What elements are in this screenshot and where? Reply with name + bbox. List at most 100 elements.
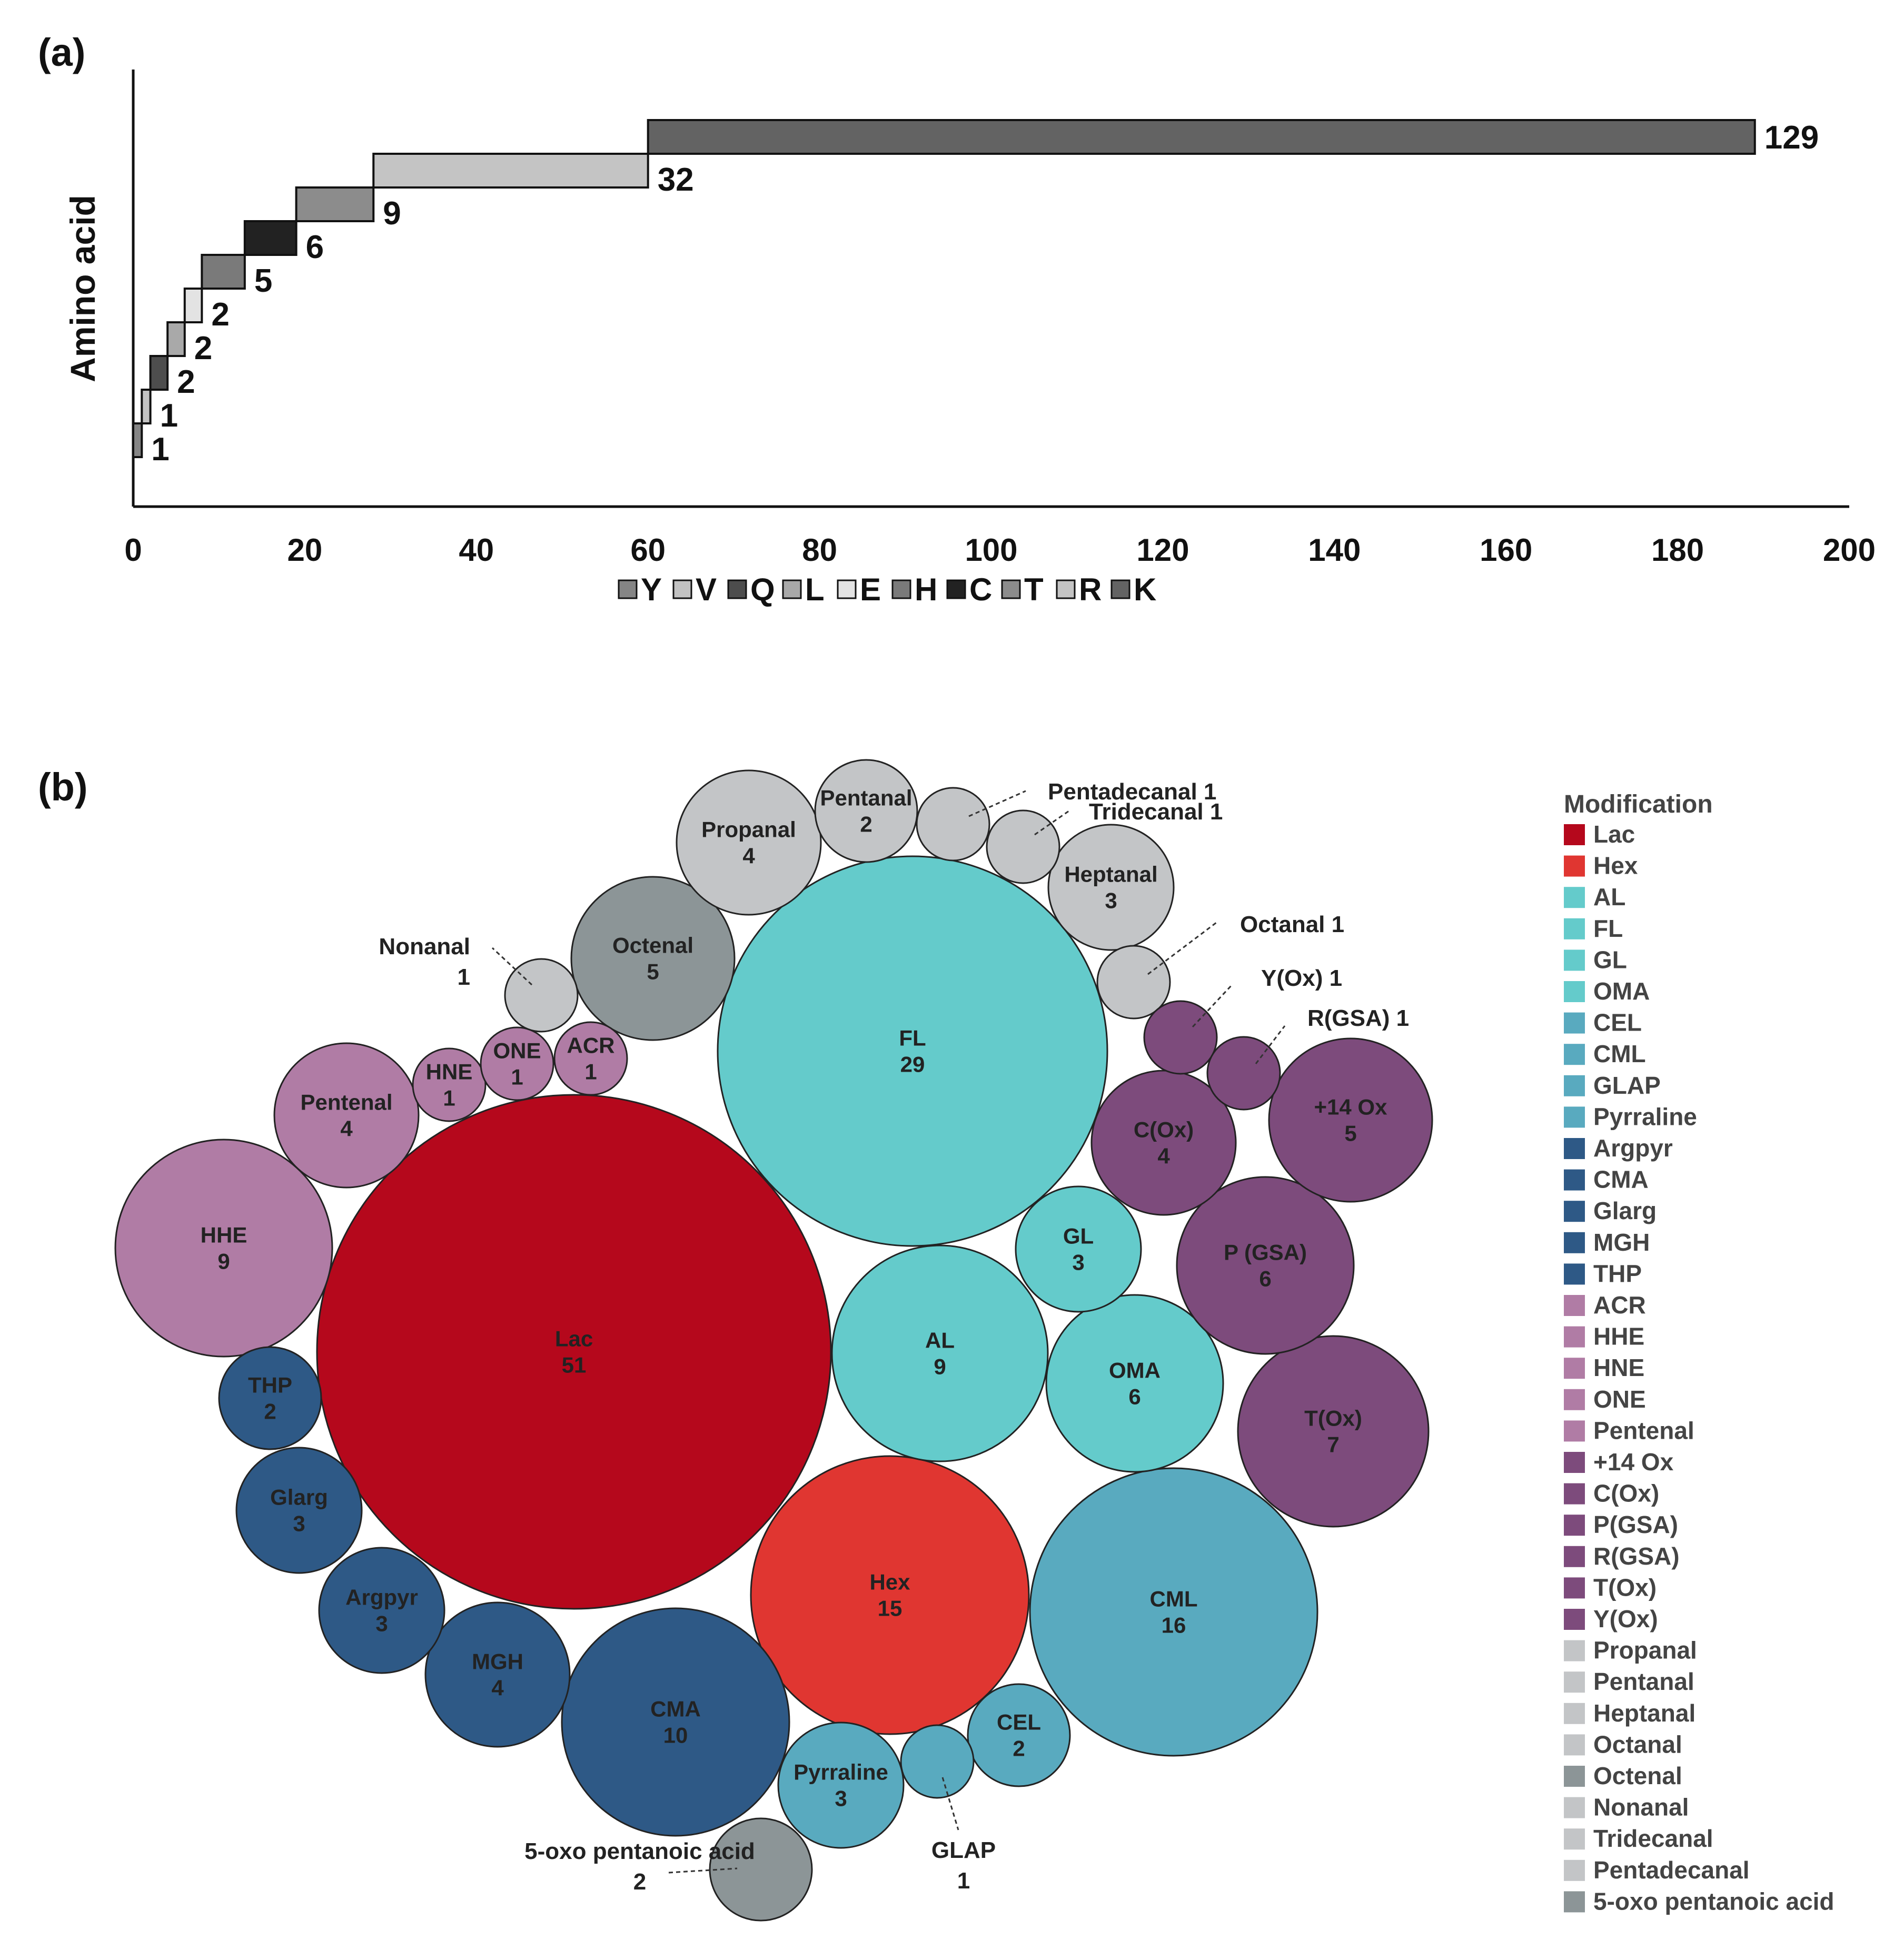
bubble-label-gl-name: GL bbox=[1063, 1224, 1094, 1249]
bubble-label-al-name: AL bbox=[925, 1328, 955, 1353]
callout-label-5-oxo-pentanoic-acid: 5-oxo pentanoic acid bbox=[524, 1838, 755, 1864]
legend-swatch-q bbox=[727, 579, 747, 599]
bubble-thp bbox=[218, 1346, 322, 1450]
legend-swatch-cml bbox=[1564, 1044, 1585, 1065]
bar-c bbox=[243, 220, 298, 256]
legend-label-octenal: Octenal bbox=[1593, 1762, 1682, 1789]
legend-swatch-pentenal bbox=[1564, 1420, 1585, 1442]
bubble-label-heptanal-name: Heptanal bbox=[1064, 862, 1157, 887]
bubble-tridecanal bbox=[986, 809, 1060, 884]
callout-leader-r-gsa bbox=[1255, 1025, 1286, 1064]
legend-swatch-one bbox=[1564, 1389, 1585, 1410]
legend-swatch-fl bbox=[1564, 918, 1585, 939]
bubble-label-14-ox-name: +14 Ox bbox=[1314, 1095, 1388, 1120]
legend-swatch-c-ox bbox=[1564, 1483, 1585, 1505]
x-tick-label-0: 0 bbox=[124, 532, 142, 568]
bubble-y-ox bbox=[1143, 1000, 1218, 1075]
x-tick-label-20: 20 bbox=[287, 532, 323, 568]
legend-title: Modification bbox=[1564, 790, 1713, 818]
legend-swatch-oma bbox=[1564, 981, 1585, 1002]
bubble-nonanal bbox=[504, 958, 579, 1033]
callout-label-pentadecanal: Pentadecanal 1 bbox=[1048, 779, 1216, 805]
bubble-label-hhe-value: 9 bbox=[217, 1249, 230, 1274]
bar-v bbox=[141, 389, 152, 424]
bar-label-h: 5 bbox=[254, 263, 272, 299]
legend-label-l: L bbox=[805, 572, 825, 607]
x-tick-label-40: 40 bbox=[459, 532, 494, 568]
panel-b-label: (b) bbox=[38, 765, 88, 809]
bubble-one bbox=[480, 1026, 554, 1101]
bubble-label-oma-name: OMA bbox=[1109, 1358, 1161, 1383]
bar-label-q: 2 bbox=[177, 364, 195, 400]
bubble-label-mgh-value: 4 bbox=[491, 1676, 504, 1700]
bubble-5-oxo-pentanoic-acid bbox=[709, 1817, 813, 1922]
bubble-label-p-gsa-name: P (GSA) bbox=[1224, 1240, 1307, 1265]
callout-leader-pentadecanal bbox=[968, 790, 1026, 817]
x-tick-label-160: 160 bbox=[1480, 532, 1532, 568]
bubble-hex bbox=[750, 1455, 1030, 1735]
legend-label-hex: Hex bbox=[1593, 852, 1638, 879]
bubble-label-pentanal-value: 2 bbox=[860, 812, 872, 837]
bubble-label-glarg-name: Glarg bbox=[270, 1485, 328, 1510]
legend-swatch-k bbox=[1110, 579, 1130, 599]
bubble-label-t-ox-name: T(Ox) bbox=[1304, 1406, 1362, 1431]
legend-label-al: AL bbox=[1593, 883, 1625, 911]
bar-label-t: 9 bbox=[383, 195, 401, 232]
x-tick-label-120: 120 bbox=[1136, 532, 1189, 568]
bubble-argpyr bbox=[318, 1547, 445, 1674]
legend-label-v: V bbox=[696, 572, 717, 607]
bubble-hne bbox=[412, 1047, 487, 1122]
legend-label-hne: HNE bbox=[1593, 1354, 1644, 1381]
bubble-fl bbox=[717, 855, 1108, 1247]
bubble-acr bbox=[553, 1021, 628, 1096]
legend-swatch-e bbox=[837, 579, 857, 599]
bubble-label-cma-value: 10 bbox=[663, 1723, 688, 1748]
bubble-label-pentenal-name: Pentenal bbox=[300, 1090, 392, 1115]
bubble-label-pyrraline-value: 3 bbox=[835, 1786, 847, 1811]
legend-label-acr: ACR bbox=[1593, 1291, 1646, 1319]
bubble-label-cml-name: CML bbox=[1150, 1587, 1198, 1611]
legend-label-mgh: MGH bbox=[1593, 1229, 1650, 1256]
callout-label-5-oxo-pentanoic-acid-value: 2 bbox=[633, 1869, 646, 1895]
legend-label-cma: CMA bbox=[1593, 1166, 1649, 1193]
bubble-octanal bbox=[1096, 945, 1171, 1020]
bubble-label-lac-name: Lac bbox=[555, 1327, 593, 1351]
bubble-label-octenal-value: 5 bbox=[647, 959, 659, 984]
legend-swatch-t-ox bbox=[1564, 1577, 1585, 1599]
legend-label-t: T bbox=[1024, 572, 1044, 607]
legend-label-cml: CML bbox=[1593, 1040, 1646, 1067]
bar-l bbox=[166, 321, 186, 357]
bubble-glap bbox=[900, 1724, 975, 1799]
legend-swatch-pyrraline bbox=[1564, 1106, 1585, 1128]
legend-swatch-14-ox bbox=[1564, 1452, 1585, 1473]
bubble-p-gsa bbox=[1176, 1176, 1355, 1355]
callout-label-nonanal-value: 1 bbox=[458, 964, 470, 990]
legend-swatch-cma bbox=[1564, 1169, 1585, 1191]
legend-label-t-ox: T(Ox) bbox=[1593, 1574, 1657, 1601]
legend-label-cel: CEL bbox=[1593, 1009, 1642, 1036]
bubble-label-t-ox-value: 7 bbox=[1327, 1432, 1339, 1457]
panel-a-label: (a) bbox=[38, 31, 85, 74]
legend-label-octanal: Octanal bbox=[1593, 1730, 1682, 1758]
callout-label-y-ox: Y(Ox) 1 bbox=[1261, 965, 1342, 991]
bubble-label-acr-value: 1 bbox=[584, 1060, 597, 1084]
legend-swatch-h bbox=[891, 579, 911, 599]
callout-label-glap: GLAP bbox=[931, 1837, 996, 1863]
legend-swatch-glap bbox=[1564, 1075, 1585, 1096]
bubble-pentenal bbox=[273, 1042, 420, 1189]
bar-label-c: 6 bbox=[306, 229, 324, 265]
bubble-label-hne-value: 1 bbox=[443, 1086, 455, 1111]
bar-label-r: 32 bbox=[658, 162, 694, 198]
x-tick-label-100: 100 bbox=[965, 532, 1017, 568]
bubble-label-pyrraline-name: Pyrraline bbox=[794, 1760, 888, 1785]
bubble-octenal bbox=[570, 876, 736, 1041]
panel-b-bubble-chart: (b) Lac51FL29CML16Hex15CMA10HHE9AL9T(Ox)… bbox=[38, 759, 1834, 1922]
bubble-label-hne-name: HNE bbox=[426, 1060, 473, 1084]
bubble-14-ox bbox=[1268, 1037, 1433, 1203]
legend-label-gl: GL bbox=[1593, 946, 1627, 973]
bubble-label-octenal-name: Octenal bbox=[612, 933, 693, 958]
legend-label-q: Q bbox=[750, 572, 775, 607]
legend-label-p-gsa: P(GSA) bbox=[1593, 1511, 1678, 1538]
